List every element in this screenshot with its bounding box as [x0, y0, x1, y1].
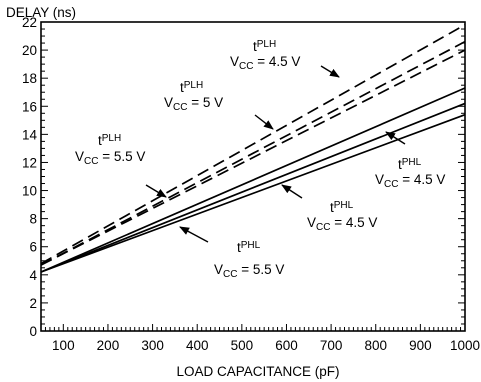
annotation-tplh-4-5v-t: tPLH: [253, 39, 276, 54]
y-tick-label: 16: [22, 99, 37, 114]
y-tick-label: 0: [29, 324, 37, 339]
series-line-tplh-3: [40, 49, 466, 266]
annotation-tplh-4-5v-vcc: VCC = 4.5 V: [230, 54, 300, 72]
annotation-tphl-4-5v-right-vcc: VCC = 4.5 V: [375, 172, 445, 190]
y-tick-label: 22: [22, 15, 37, 30]
x-tick-label: 800: [364, 338, 387, 353]
x-tick-label: 900: [409, 338, 432, 353]
y-tick-labels: 0 2 4 6 8 10 12 14 16 18 20 22: [22, 15, 38, 339]
arrow-tplh-5-5v: [145, 184, 167, 198]
annotation-tphl-4-5v-right-t: tPHL: [398, 157, 422, 172]
x-tick-label: 700: [320, 338, 343, 353]
arrow-tplh-5v: [254, 114, 274, 130]
arrow-tplh-4-5v: [320, 65, 340, 78]
x-tick-label: 1000: [450, 338, 480, 353]
annotation-tplh-5-5v-vcc: VCC = 5.5 V: [75, 149, 145, 167]
x-tick-label: 100: [52, 338, 75, 353]
series-line-tphl-4: [40, 87, 466, 273]
arrow-tphl-4-5v-mid: [281, 184, 303, 199]
y-axis-title: DELAY (ns): [6, 5, 76, 20]
x-tick-label: 500: [231, 338, 254, 353]
plot-frame: [40, 21, 466, 332]
x-tick-label: 300: [141, 338, 164, 353]
y-tick-label: 10: [22, 184, 37, 199]
y-tick-label: 14: [22, 127, 38, 142]
y-tick-label: 6: [29, 240, 37, 255]
y-tick-label: 4: [29, 268, 37, 283]
annotation-tplh-5v-vcc: VCC = 5 V: [164, 95, 223, 113]
x-tick-label: 400: [186, 338, 209, 353]
y-tick-label: 20: [22, 43, 37, 58]
x-tick-label: 600: [275, 338, 298, 353]
series-line-tplh-1: [40, 24, 466, 265]
arrow-tphl-5-5v: [179, 226, 209, 243]
x-axis-title: LOAD CAPACITANCE (pF): [176, 364, 339, 379]
annotation-tphl-5-5v-vcc: VCC = 5.5 V: [214, 262, 284, 280]
series-line-tplh-2: [40, 40, 466, 266]
y-tick-label: 8: [29, 212, 37, 227]
annotation-tphl-4-5v-mid-vcc: VCC = 4.5 V: [307, 215, 377, 233]
x-tick-label: 200: [97, 338, 120, 353]
annotation-tplh-5-5v-t: tPLH: [98, 133, 121, 148]
x-tick-labels: 100 200 300 400 500 600 700 800 900 1000: [52, 338, 480, 353]
arrow-tphl-4-5v-right: [385, 131, 406, 145]
annotation-tplh-5v-t: tPLH: [180, 80, 203, 95]
annotation-tphl-4-5v-mid-t: tPHL: [330, 200, 354, 215]
y-tick-label: 2: [29, 296, 37, 311]
series-lines: [40, 24, 466, 273]
y-tick-label: 18: [22, 71, 37, 86]
y-tick-label: 12: [22, 155, 37, 170]
series-line-tphl-6: [40, 113, 466, 273]
annotation-tphl-5-5v-t: tPHL: [237, 240, 261, 255]
